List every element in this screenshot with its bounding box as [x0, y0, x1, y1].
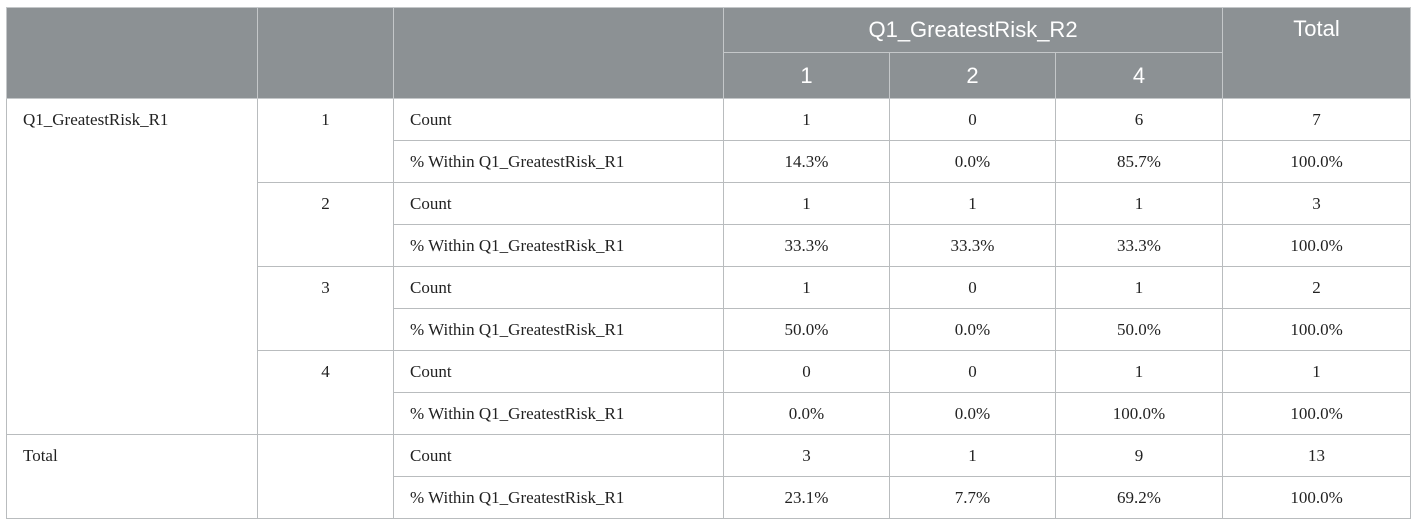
row-total: 1	[1222, 350, 1412, 393]
stat-label: % Within Q1_GreatestRisk_R1	[393, 308, 724, 351]
cell-value: 23.1%	[723, 476, 890, 519]
cell-value: 0.0%	[889, 140, 1056, 183]
cell-value: 1	[1054, 182, 1224, 225]
cell-value: 0	[889, 266, 1056, 309]
stat-label: Count	[393, 98, 724, 141]
cell-value: 1	[889, 182, 1056, 225]
stat-label: Count	[393, 350, 724, 393]
table-row: % Within Q1_GreatestRisk_R1 14.3% 0.0% 8…	[7, 140, 1412, 183]
total-row: % Within Q1_GreatestRisk_R1 23.1% 7.7% 6…	[7, 476, 1412, 519]
header-empty-cell	[6, 7, 258, 99]
cell-value: 0.0%	[723, 392, 890, 435]
column-group-header: Q1_GreatestRisk_R2	[722, 7, 1224, 53]
row-total: 100.0%	[1222, 392, 1412, 435]
cell-value: 85.7%	[1054, 140, 1224, 183]
cell-value: 1	[723, 98, 890, 141]
total-row-label: Total	[6, 434, 258, 519]
row-total: 100.0%	[1222, 308, 1412, 351]
cell-value: 33.3%	[723, 224, 890, 267]
cell-value: 33.3%	[889, 224, 1056, 267]
table-row: 4 Count 0 0 1 1	[7, 350, 1412, 435]
cell-value: 1	[1054, 350, 1224, 393]
column-header: 2	[889, 52, 1056, 99]
cell-value: 7.7%	[889, 476, 1056, 519]
cell-value: 1	[723, 182, 890, 225]
cell-value: 33.3%	[1054, 224, 1224, 267]
header-empty-cell	[257, 7, 394, 99]
stat-label: % Within Q1_GreatestRisk_R1	[393, 140, 724, 183]
row-category: 4	[257, 350, 394, 435]
cell-value: 14.3%	[723, 140, 890, 183]
row-total: 7	[1222, 98, 1412, 141]
cell-value: 50.0%	[723, 308, 890, 351]
crosstab-table: Q1_GreatestRisk_R2 Total 1 2 4 Q1_Greate…	[6, 7, 1412, 519]
row-category: 1	[257, 98, 394, 183]
row-category: 3	[257, 266, 394, 351]
cell-value: 1	[1054, 266, 1224, 309]
row-total: 2	[1222, 266, 1412, 309]
cell-value: 69.2%	[1054, 476, 1224, 519]
cell-value: 0	[889, 98, 1056, 141]
stat-label: Count	[393, 266, 724, 309]
cell-value: 6	[1054, 98, 1224, 141]
row-total: 100.0%	[1222, 140, 1412, 183]
column-header: 1	[723, 52, 890, 99]
total-row: Total Count 3 1 9 13	[6, 434, 1412, 519]
column-header: 4	[1054, 52, 1224, 99]
table-row: % Within Q1_GreatestRisk_R1 0.0% 0.0% 10…	[7, 392, 1412, 435]
grand-total: 100.0%	[1222, 476, 1412, 519]
cell-value: 0	[723, 350, 890, 393]
cell-value: 9	[1054, 434, 1224, 477]
row-total: 3	[1222, 182, 1412, 225]
stat-label: % Within Q1_GreatestRisk_R1	[393, 224, 724, 267]
grand-total: 13	[1222, 434, 1412, 477]
row-category: 2	[257, 182, 394, 267]
stat-label: Count	[393, 182, 724, 225]
table-row: 2 Count 1 1 1 3	[7, 182, 1412, 267]
cell-value: 1	[889, 434, 1056, 477]
total-column-header: Total	[1222, 7, 1412, 99]
cell-value: 3	[723, 434, 890, 477]
cell-value: 0.0%	[889, 392, 1056, 435]
header-empty-cell	[393, 7, 724, 99]
cell-value: 0	[889, 350, 1056, 393]
cell-value: 100.0%	[1054, 392, 1224, 435]
empty-cell	[257, 434, 394, 519]
row-variable-label: Q1_GreatestRisk_R1	[6, 98, 258, 435]
stat-label: Count	[393, 434, 724, 477]
cell-value: 1	[723, 266, 890, 309]
cell-value: 0.0%	[889, 308, 1056, 351]
stat-label: % Within Q1_GreatestRisk_R1	[393, 476, 724, 519]
row-total: 100.0%	[1222, 224, 1412, 267]
cell-value: 50.0%	[1054, 308, 1224, 351]
table-row: Q1_GreatestRisk_R1 1 Count 1 0 6 7	[6, 98, 1412, 435]
stat-label: % Within Q1_GreatestRisk_R1	[393, 392, 724, 435]
